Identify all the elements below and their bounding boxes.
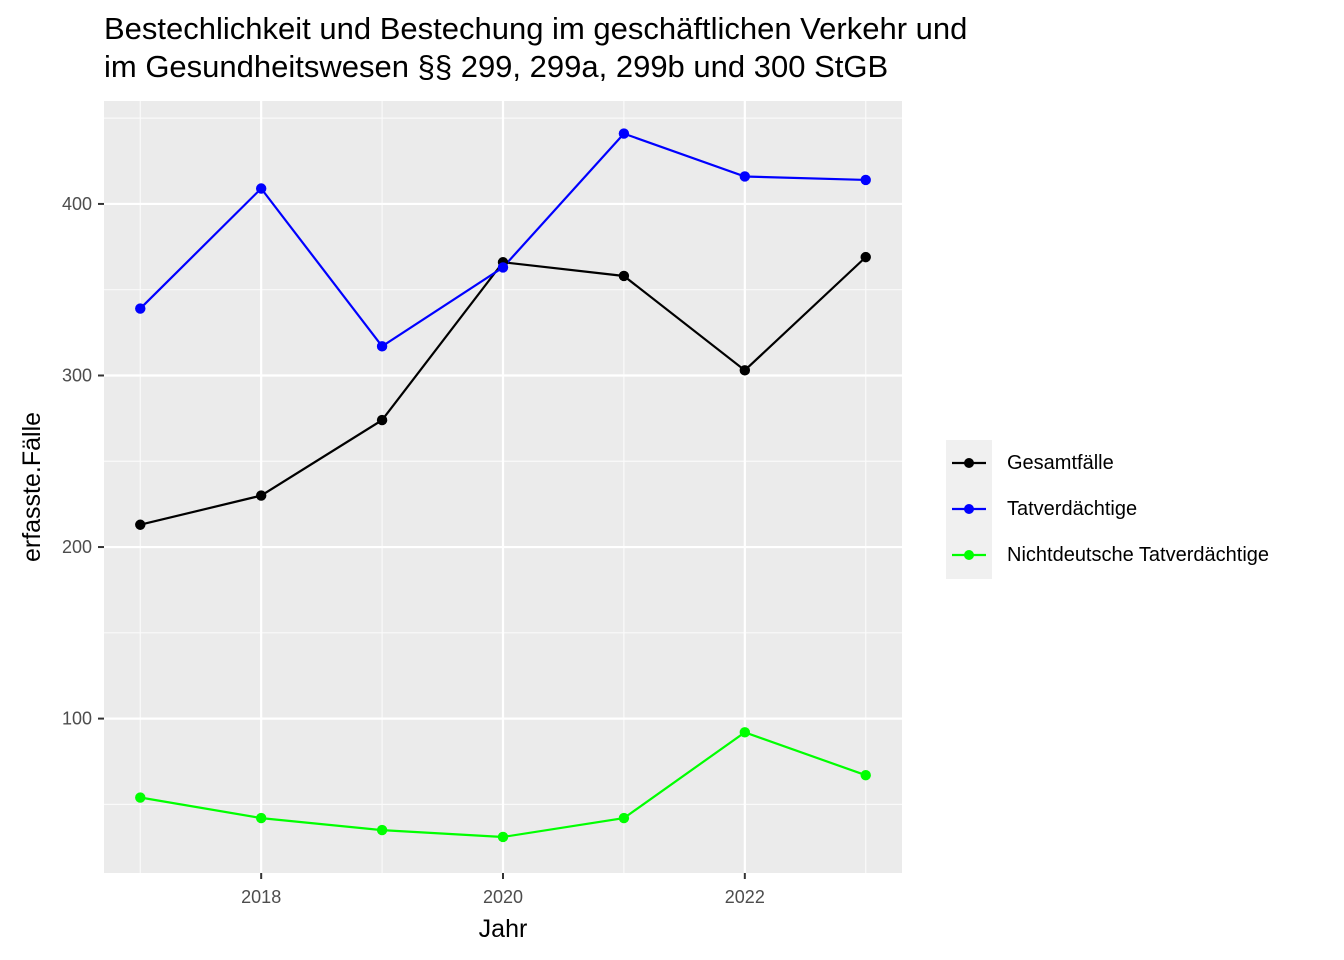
major-gridlines: [104, 101, 902, 873]
data-point-series-1: [618, 128, 630, 139]
legend-item-gesamtfaelle: Gesamtfälle: [946, 440, 1344, 486]
data-point-series-2: [376, 824, 388, 836]
data-point-series-2: [135, 792, 146, 803]
y-tick-label: 100: [62, 709, 92, 729]
data-point-series-1: [376, 341, 388, 352]
legend-label-nichtdeutsche: Nichtdeutsche Tatverdächtige: [1007, 544, 1270, 566]
data-point-series-1: [255, 183, 267, 194]
legend-key-tatverdaechtige: [952, 504, 986, 514]
data-point-series-2: [497, 831, 509, 843]
y-axis-title: erfasste.Fälle: [18, 412, 46, 562]
chart-title-line-2: im Gesundheitswesen §§ 299, 299a, 299b u…: [104, 49, 889, 84]
data-point-series-0: [860, 251, 871, 263]
data-point-series-2: [255, 812, 267, 824]
legend-key-gesamtfaelle: [952, 458, 986, 468]
x-tick-label: 2022: [725, 887, 765, 907]
x-tick-label: 2020: [483, 887, 523, 907]
chart-title-line-1: Bestechlichkeit und Bestechung im geschä…: [104, 11, 968, 46]
x-tick-label: 2018: [241, 887, 281, 907]
series-points: [135, 128, 871, 843]
data-point-series-2: [618, 812, 630, 824]
y-tick-label: 300: [62, 365, 92, 385]
legend-item-nichtdeutsche: Nichtdeutsche Tatverdächtige: [946, 532, 1344, 578]
axis-ticks: [98, 202, 746, 879]
data-point-series-2: [739, 727, 751, 738]
legend-label-tatverdaechtige: Tatverdächtige: [1007, 498, 1138, 520]
data-point-series-1: [135, 303, 146, 314]
y-tick-label: 200: [62, 537, 92, 557]
data-point-series-0: [376, 414, 388, 426]
y-tick-label: 400: [62, 194, 92, 214]
data-point-series-0: [618, 270, 630, 282]
data-point-series-1: [497, 262, 509, 273]
legend: Gesamtfälle Tatverdächtige Nichtdeutsche…: [946, 440, 1269, 579]
data-point-series-0: [739, 365, 751, 376]
data-point-series-1: [739, 171, 751, 182]
chart-title: Bestechlichkeit und Bestechung im geschä…: [104, 10, 967, 86]
data-point-series-0: [255, 490, 267, 501]
data-point-series-1: [860, 174, 871, 186]
legend-label-gesamtfaelle: Gesamtfälle: [1007, 452, 1114, 474]
data-point-series-0: [135, 519, 146, 530]
tick-labels: 2018 2020 2022 100 200 300 400: [62, 194, 765, 907]
legend-key-nichtdeutsche: [952, 550, 986, 560]
x-axis-title: Jahr: [479, 915, 528, 943]
data-point-series-2: [860, 770, 871, 781]
legend-item-tatverdaechtige: Tatverdächtige: [946, 486, 1344, 532]
